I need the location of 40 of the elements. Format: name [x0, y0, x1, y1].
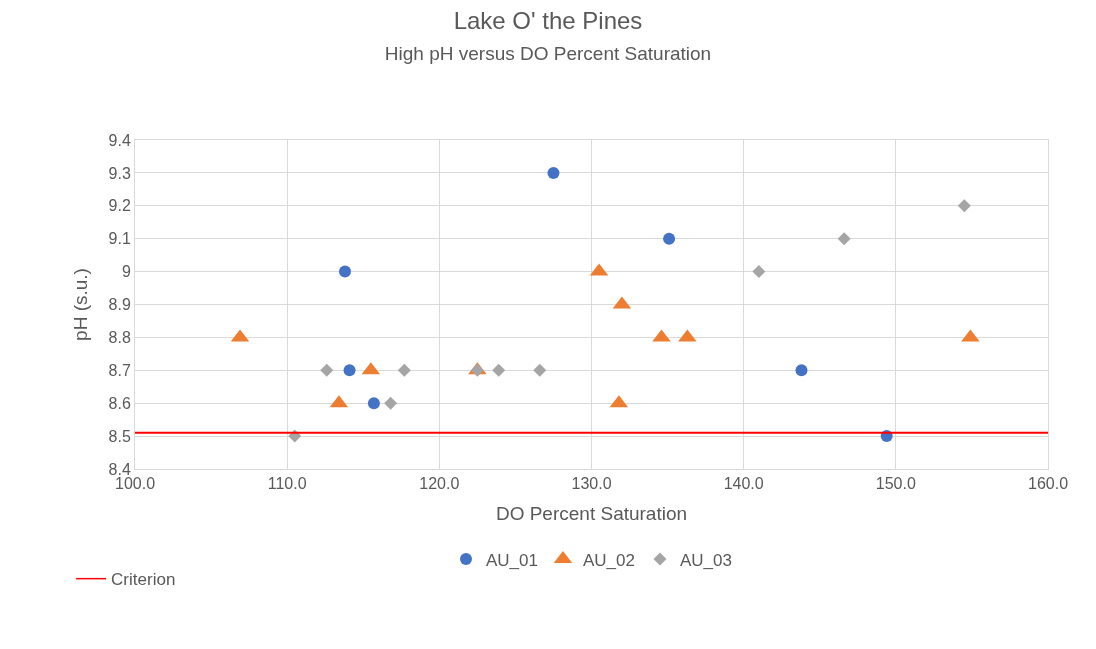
y-tick-label: 9.4 — [108, 131, 131, 149]
point — [837, 232, 851, 246]
point — [397, 363, 411, 377]
point — [533, 363, 547, 377]
x-tick-label: 160.0 — [1027, 475, 1069, 493]
point — [492, 363, 506, 377]
chart-subtitle: High pH versus DO Percent Saturation — [384, 43, 712, 65]
point — [752, 265, 766, 279]
y-tick-label: 9 — [121, 263, 131, 281]
point — [957, 199, 971, 213]
y-tick-label: 9.1 — [108, 230, 131, 248]
x-tick-label: 110.0 — [267, 475, 307, 493]
y-tick-label: 8.5 — [108, 427, 131, 445]
point — [343, 364, 356, 377]
point — [795, 364, 808, 377]
point — [367, 397, 380, 410]
point — [339, 265, 351, 278]
legend-label: AU_03 — [679, 550, 732, 570]
y-tick-label: 8.4 — [108, 460, 131, 478]
y-tick-label: 8.6 — [108, 394, 131, 412]
y-axis-title: pH (s.u.) — [70, 268, 92, 341]
point — [320, 363, 334, 377]
y-tick-label: 8.9 — [108, 296, 131, 314]
legend-label: Criterion — [111, 570, 176, 590]
x-tick-label: 150.0 — [875, 475, 916, 493]
y-tick-label: 8.7 — [108, 361, 131, 379]
x-tick-label: 100.0 — [114, 475, 156, 493]
y-tick-label: 9.3 — [108, 164, 131, 182]
chart-title: Lake O' the Pines — [453, 7, 643, 35]
y-tick-label: 9.2 — [108, 197, 131, 215]
x-tick-label: 130.0 — [571, 475, 612, 493]
x-tick-label: 140.0 — [723, 475, 764, 493]
legend-label: AU_02 — [582, 550, 635, 570]
point — [663, 232, 676, 245]
y-tick-label: 8.8 — [108, 329, 131, 346]
legend-label: AU_01 — [486, 550, 538, 570]
point — [547, 166, 560, 179]
x-tick-label: 120.0 — [419, 475, 460, 493]
x-axis-title: DO Percent Saturation — [495, 503, 688, 524]
point — [384, 396, 398, 410]
